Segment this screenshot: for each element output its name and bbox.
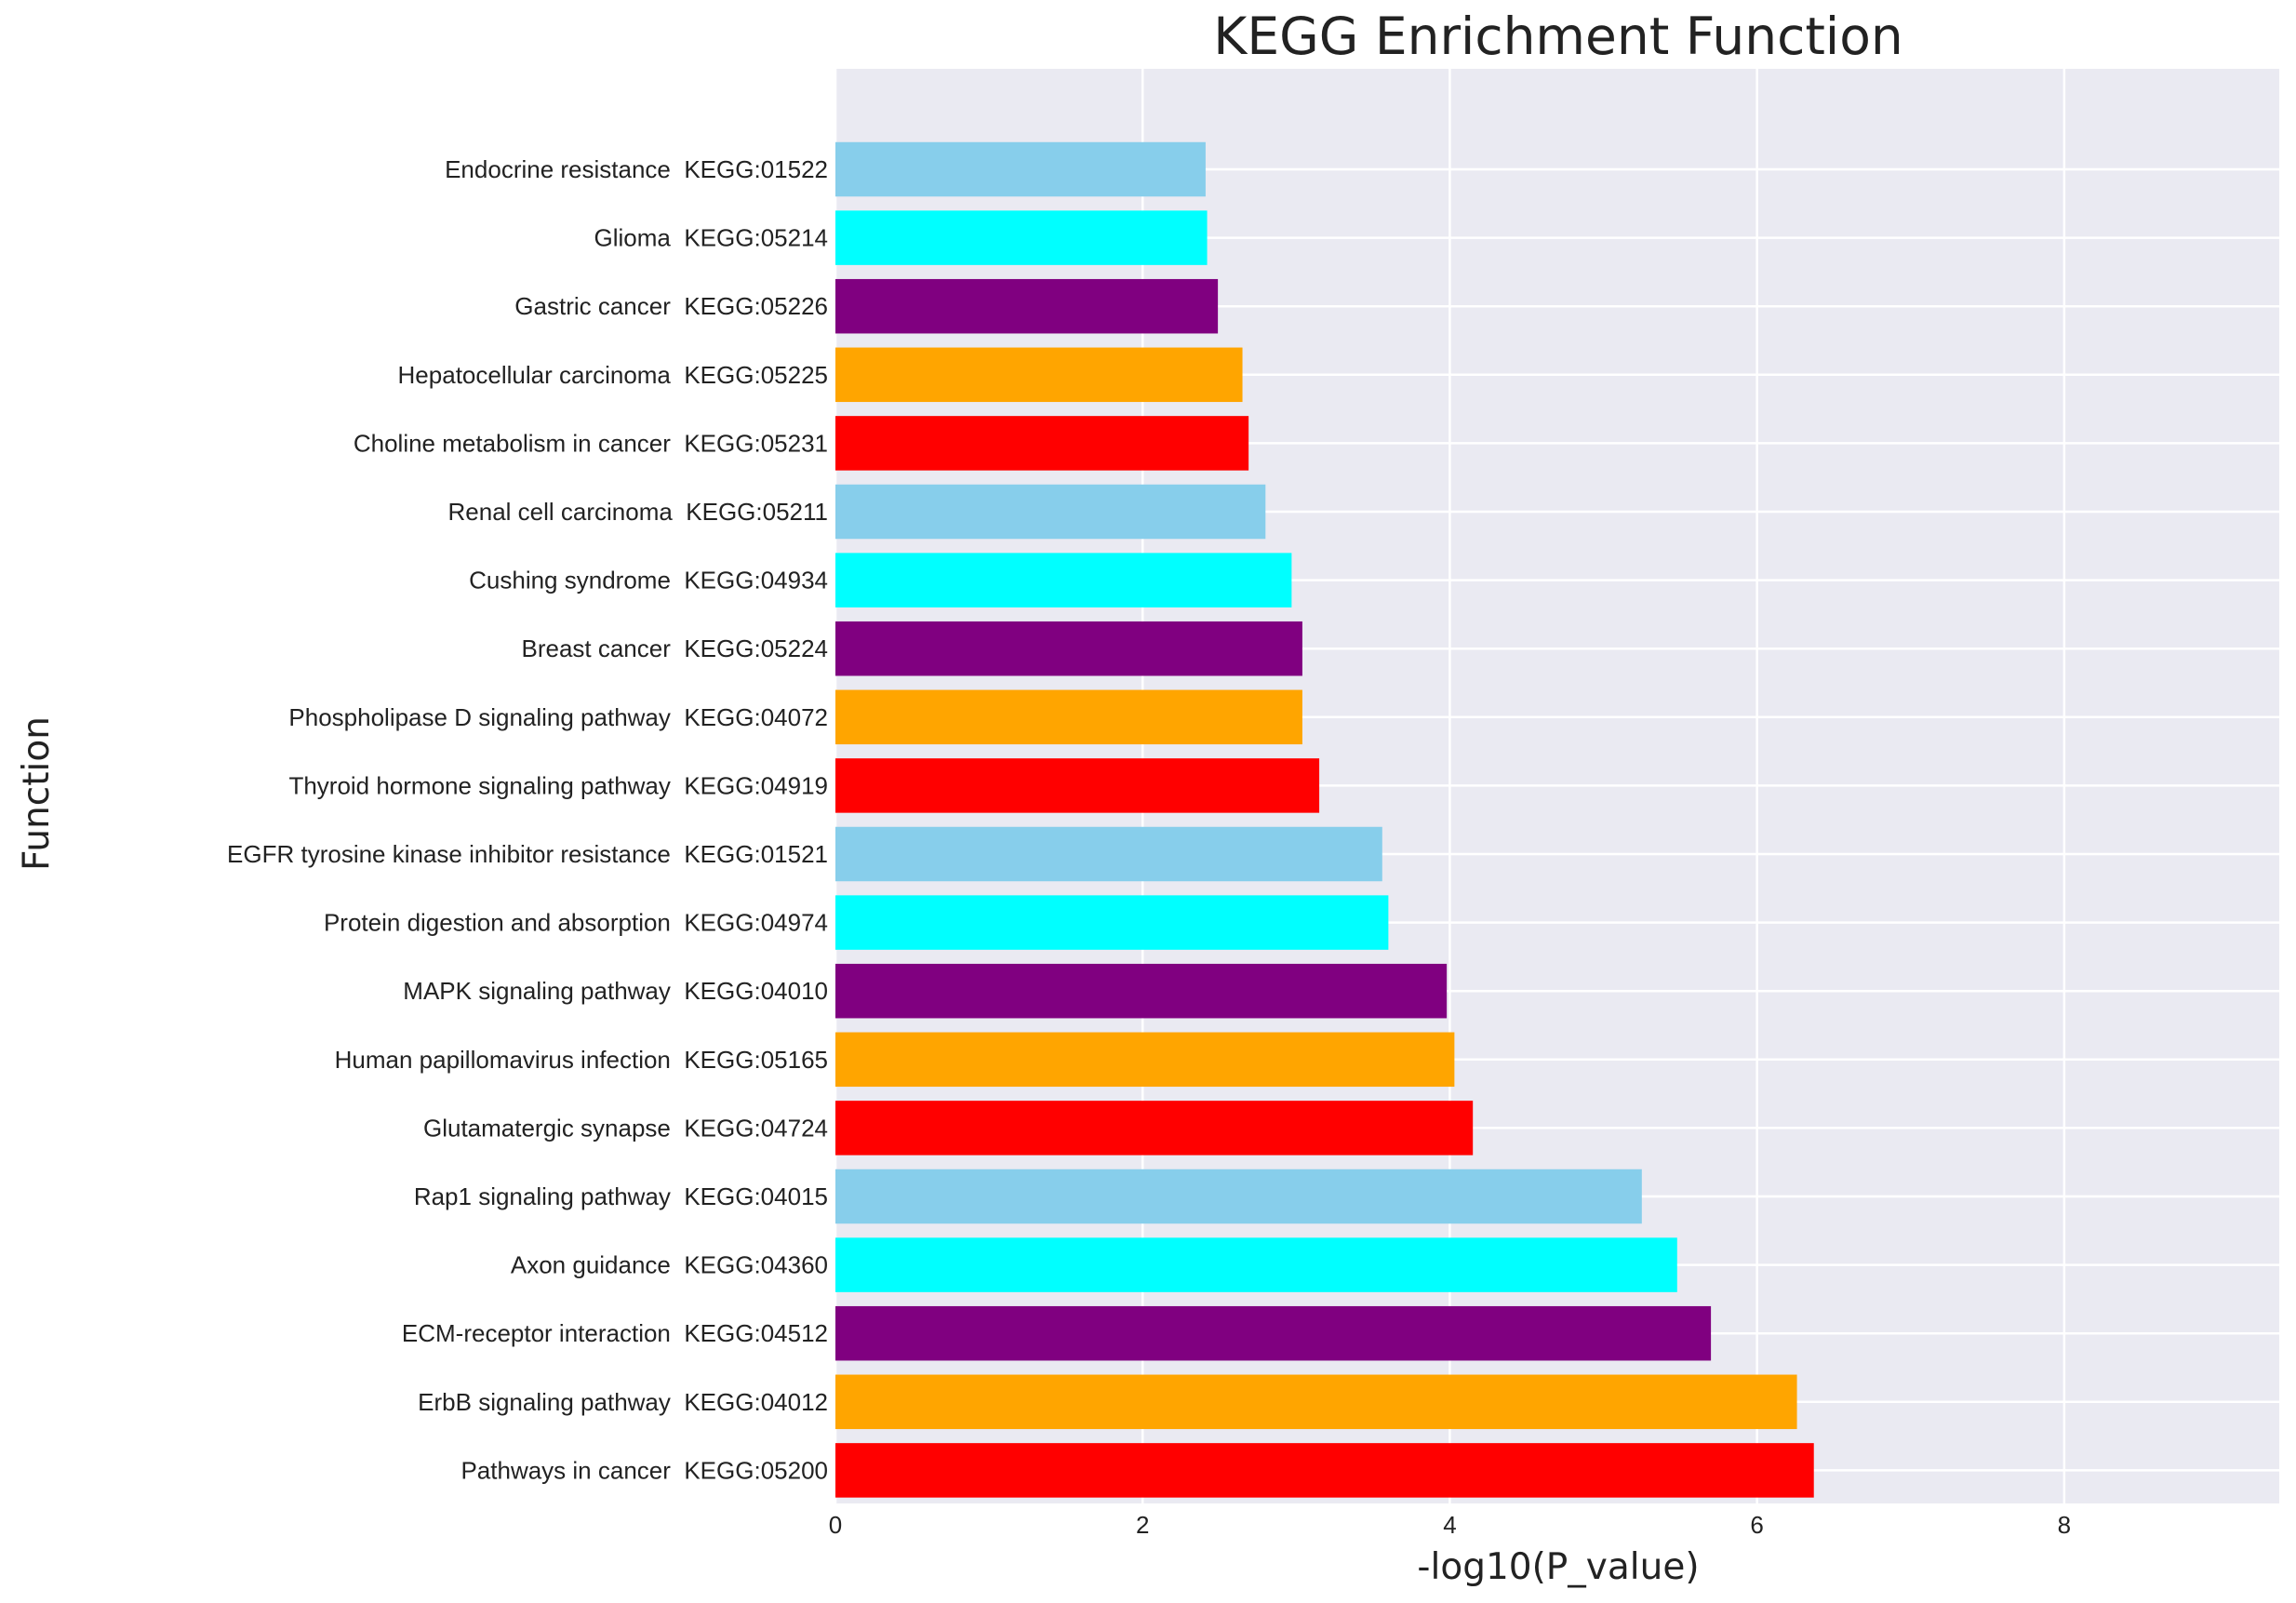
x-tick-label: 6: [1750, 1511, 1763, 1539]
y-tick-label: Phospholipase D signaling pathway KEGG:0…: [288, 703, 828, 731]
y-tick-label: MAPK signaling pathway KEGG:04010: [403, 977, 828, 1005]
bar: [835, 826, 1382, 882]
y-tick-label: Renal cell carcinoma KEGG:05211: [448, 498, 829, 526]
bar: [835, 689, 1302, 745]
bar: [835, 621, 1302, 676]
y-tick-label: EGFR tyrosine kinase inhibitor resistanc…: [227, 840, 828, 868]
bar: [835, 210, 1208, 265]
y-tick-label: Gastric cancer KEGG:05226: [514, 292, 828, 320]
y-tick-label: Glutamatergic synapse KEGG:04724: [423, 1114, 828, 1142]
x-tick-label: 2: [1136, 1511, 1149, 1539]
x-tick-labels: 0 2 4 6 8: [829, 1511, 2071, 1539]
bar: [835, 1237, 1677, 1292]
chart-title: KEGG Enrichment Function: [1213, 7, 1902, 66]
bar: [835, 416, 1249, 471]
y-tick-label: ErbB signaling pathway KEGG:04012: [418, 1388, 828, 1416]
y-tick-label: Human papillomavirus infection KEGG:0516…: [335, 1046, 828, 1074]
bar: [835, 1305, 1712, 1361]
bar: [835, 1101, 1474, 1155]
y-tick-label: Protein digestion and absorption KEGG:04…: [324, 909, 828, 937]
x-tick-label: 0: [829, 1511, 842, 1539]
y-tick-labels: Endocrine resistance KEGG:01522 Glioma KE…: [227, 155, 828, 1484]
y-tick-label: Pathways in cancer KEGG:05200: [461, 1456, 828, 1484]
x-axis-label: -log10(P_value): [1417, 1546, 1699, 1588]
y-axis-label: Function: [16, 716, 58, 871]
bar: [835, 347, 1243, 403]
y-tick-label: Breast cancer KEGG:05224: [521, 635, 828, 662]
bar: [835, 758, 1320, 813]
bar: [835, 963, 1448, 1019]
bar: [835, 484, 1266, 540]
bar: [835, 553, 1292, 608]
y-tick-label: Thyroid hormone signaling pathway KEGG:0…: [288, 771, 828, 799]
bar: [835, 1032, 1455, 1088]
x-tick-label: 4: [1443, 1511, 1456, 1539]
y-tick-label: Cushing syndrome KEGG:04934: [469, 567, 828, 594]
y-tick-label: Axon guidance KEGG:04360: [511, 1251, 828, 1279]
bar: [835, 1169, 1642, 1224]
bar: [835, 278, 1219, 334]
y-tick-label: Choline metabolism in cancer KEGG:05231: [354, 429, 828, 457]
bar: [835, 141, 1206, 197]
x-tick-label: 8: [2058, 1511, 2071, 1539]
bar: [835, 1374, 1797, 1430]
bars: [835, 141, 1814, 1498]
bar: [835, 895, 1389, 950]
y-tick-label: Glioma KEGG:05214: [594, 224, 828, 252]
y-tick-label: Hepatocellular carcinoma KEGG:05225: [398, 361, 828, 389]
bar: [835, 1443, 1814, 1498]
y-tick-label: ECM-receptor interaction KEGG:04512: [402, 1319, 828, 1347]
y-tick-label: Rap1 signaling pathway KEGG:04015: [414, 1182, 828, 1210]
y-tick-label: Endocrine resistance KEGG:01522: [445, 155, 828, 183]
